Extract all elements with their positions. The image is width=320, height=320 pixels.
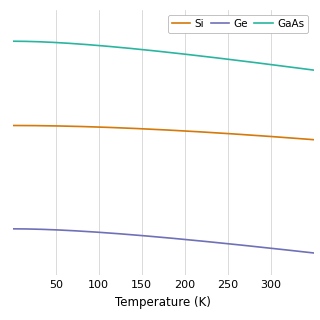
GaAs	[312, 68, 316, 72]
Si	[154, 128, 158, 132]
X-axis label: Temperature (K): Temperature (K)	[115, 296, 211, 308]
Ge	[258, 245, 261, 249]
Line: Ge: Ge	[14, 229, 314, 253]
Line: Si: Si	[14, 125, 314, 140]
Ge	[12, 227, 16, 231]
Si	[156, 128, 160, 132]
Ge	[190, 238, 194, 242]
GaAs	[12, 39, 16, 43]
GaAs	[174, 51, 178, 55]
GaAs	[156, 49, 160, 53]
Si	[258, 134, 261, 138]
GaAs	[154, 49, 158, 53]
Ge	[156, 235, 160, 239]
Si	[190, 130, 194, 133]
Ge	[312, 251, 316, 255]
Si	[12, 124, 16, 127]
GaAs	[258, 61, 261, 65]
Ge	[154, 235, 158, 239]
GaAs	[190, 53, 194, 57]
Legend: Si, Ge, GaAs: Si, Ge, GaAs	[168, 15, 308, 33]
Ge	[304, 250, 308, 254]
Line: GaAs: GaAs	[14, 41, 314, 70]
Si	[304, 137, 308, 141]
Si	[174, 129, 178, 132]
Si	[312, 138, 316, 142]
GaAs	[304, 67, 308, 71]
Ge	[174, 237, 178, 241]
